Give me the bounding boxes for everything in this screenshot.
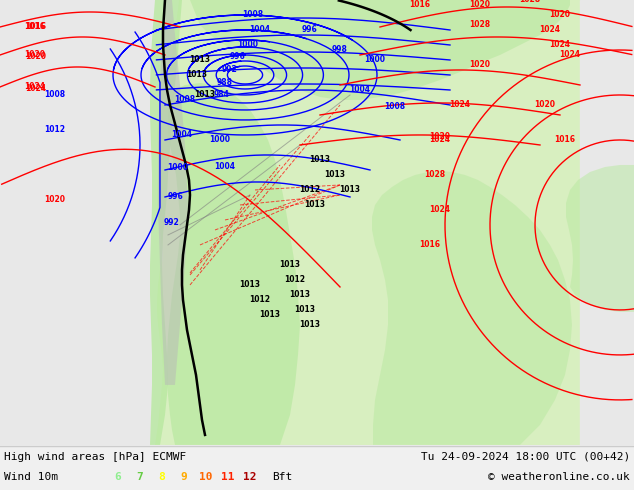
- Text: 1000: 1000: [365, 55, 385, 65]
- Text: 8: 8: [158, 472, 165, 482]
- Text: 1020: 1020: [470, 0, 491, 9]
- Text: 1013: 1013: [339, 186, 361, 195]
- Text: 7: 7: [136, 472, 143, 482]
- Text: 1008: 1008: [44, 91, 65, 99]
- Text: 1028: 1028: [424, 171, 446, 179]
- Bar: [580, 0, 634, 445]
- Polygon shape: [155, 0, 634, 445]
- Text: 1012: 1012: [299, 186, 321, 195]
- Text: 1000: 1000: [238, 41, 259, 49]
- Text: 1020: 1020: [25, 50, 46, 59]
- Text: 1004: 1004: [250, 25, 271, 34]
- Text: 996: 996: [167, 193, 183, 201]
- Text: 1013: 1013: [299, 320, 321, 329]
- Text: 1000: 1000: [209, 135, 231, 145]
- Text: 1013: 1013: [280, 261, 301, 270]
- Text: 1013: 1013: [295, 305, 316, 315]
- Text: 1020: 1020: [25, 52, 46, 61]
- Polygon shape: [190, 0, 570, 100]
- Text: 9: 9: [181, 472, 188, 482]
- Polygon shape: [150, 0, 182, 445]
- Bar: [0, 0, 155, 445]
- Text: 1012: 1012: [250, 295, 271, 304]
- Text: 12: 12: [243, 472, 257, 482]
- Text: 1013: 1013: [259, 311, 280, 319]
- Text: 1004: 1004: [214, 163, 235, 172]
- Text: 1013: 1013: [240, 280, 261, 290]
- Text: 1012: 1012: [285, 275, 306, 285]
- Text: 1013: 1013: [304, 200, 325, 209]
- Text: 1016: 1016: [25, 23, 46, 31]
- Text: 1012: 1012: [44, 125, 65, 134]
- Text: 996: 996: [302, 25, 318, 34]
- Text: 1020: 1020: [470, 60, 491, 70]
- Text: High wind areas [hPa] ECMWF: High wind areas [hPa] ECMWF: [4, 452, 186, 462]
- Text: 1024: 1024: [429, 205, 451, 215]
- Text: 1013: 1013: [325, 171, 346, 179]
- Bar: [0, 0, 152, 445]
- Text: 11: 11: [221, 472, 235, 482]
- Text: 996: 996: [230, 52, 246, 61]
- Polygon shape: [157, 0, 634, 445]
- Text: Tu 24-09-2024 18:00 UTC (00+42): Tu 24-09-2024 18:00 UTC (00+42): [421, 452, 630, 462]
- Text: 6: 6: [115, 472, 121, 482]
- Text: 10: 10: [199, 472, 213, 482]
- Text: Wind 10m: Wind 10m: [4, 472, 58, 482]
- Text: 992: 992: [222, 66, 238, 74]
- Text: 1008: 1008: [174, 96, 195, 104]
- Polygon shape: [158, 0, 188, 385]
- Text: 1020: 1020: [429, 132, 451, 142]
- Text: 1013: 1013: [309, 155, 330, 165]
- Text: 1028: 1028: [469, 21, 491, 29]
- Text: 1024: 1024: [450, 100, 470, 109]
- Text: 1028: 1028: [519, 0, 541, 4]
- Text: 1020: 1020: [534, 100, 555, 109]
- Text: 1024: 1024: [559, 50, 581, 59]
- Text: 992: 992: [164, 219, 180, 227]
- Text: 998: 998: [332, 46, 348, 54]
- Text: 1020: 1020: [44, 196, 65, 204]
- Text: 1024: 1024: [25, 84, 46, 94]
- Text: 1013: 1013: [186, 71, 207, 79]
- Text: 1013: 1013: [195, 91, 216, 99]
- Text: 1004: 1004: [172, 130, 193, 140]
- Text: © weatheronline.co.uk: © weatheronline.co.uk: [488, 472, 630, 482]
- Text: 1024: 1024: [550, 41, 571, 49]
- Text: 1008: 1008: [384, 102, 406, 112]
- Text: 988: 988: [217, 78, 233, 88]
- Text: 1016: 1016: [420, 241, 441, 249]
- Text: 1016: 1016: [555, 135, 576, 145]
- Polygon shape: [566, 165, 634, 312]
- Text: Bft: Bft: [272, 472, 292, 482]
- Polygon shape: [372, 171, 572, 445]
- Text: 1020: 1020: [550, 10, 571, 20]
- Text: 1013: 1013: [190, 55, 210, 65]
- Text: 1016: 1016: [25, 23, 46, 31]
- Text: 1024: 1024: [25, 82, 46, 92]
- Text: 1024: 1024: [429, 135, 451, 145]
- Text: 1004: 1004: [349, 85, 370, 95]
- Text: 1008: 1008: [242, 10, 264, 20]
- Text: 1016: 1016: [410, 0, 430, 9]
- Text: 1024: 1024: [540, 25, 560, 34]
- Text: 1013: 1013: [290, 291, 311, 299]
- Polygon shape: [167, 83, 300, 445]
- Text: 984: 984: [214, 91, 230, 99]
- Text: 1000: 1000: [167, 164, 188, 172]
